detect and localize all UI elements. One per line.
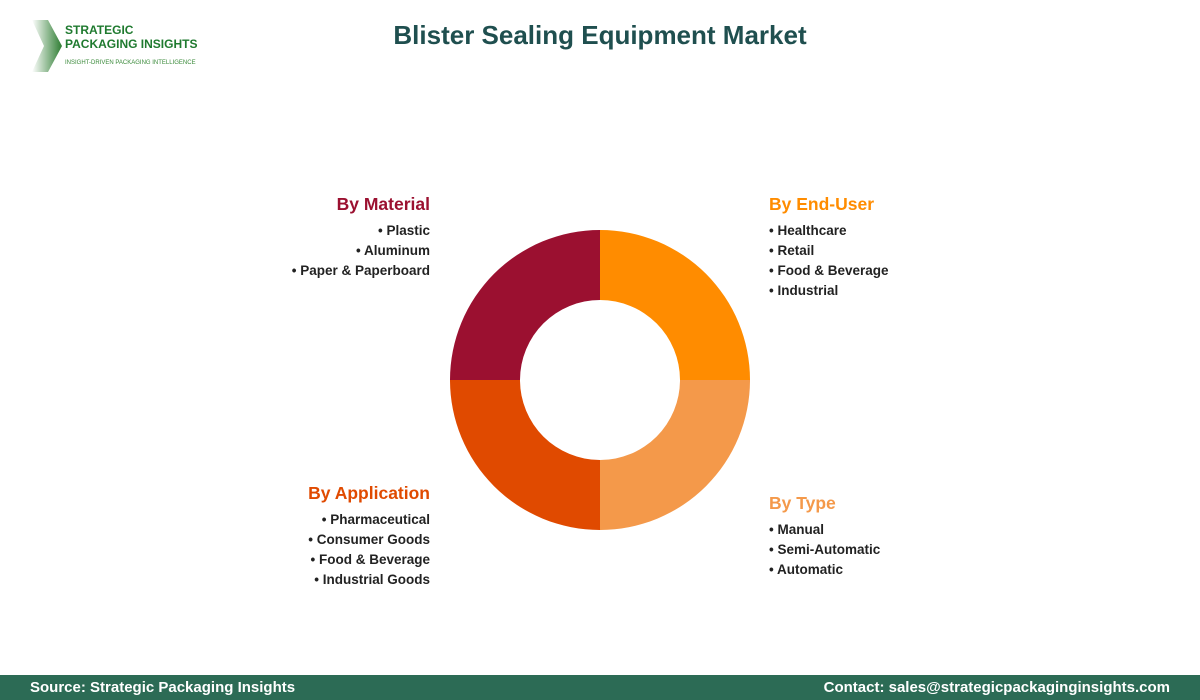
list-item: • Industrial	[769, 283, 839, 298]
list-item: • Aluminum	[356, 243, 430, 258]
list-item: • Retail	[769, 243, 815, 258]
logo-line1: STRATEGIC	[65, 23, 134, 37]
segment-title: By Application	[308, 483, 430, 503]
list-item: • Paper & Paperboard	[291, 263, 430, 278]
segment-application: By Application • Pharmaceutical • Consum…	[308, 483, 430, 590]
segment-type: By Type • Manual • Semi-Automatic • Auto…	[769, 493, 880, 580]
logo-line2: PACKAGING INSIGHTS	[65, 37, 198, 51]
list-item: • Semi-Automatic	[769, 542, 881, 557]
segment-material: By Material • Plastic • Aluminum • Paper…	[292, 194, 430, 281]
footer: Source: Strategic Packaging Insights Con…	[0, 675, 1200, 700]
list-item: • Healthcare	[769, 223, 847, 238]
segment-title: By Material	[336, 194, 430, 214]
segment-end-user: By End-User • Healthcare • Retail • Food…	[769, 194, 889, 301]
donut-segment-end-user	[600, 230, 750, 380]
logo-chevron-icon	[32, 20, 62, 72]
donut-segment-application	[450, 380, 600, 530]
donut-segment-type	[600, 380, 750, 530]
list-item: • Food & Beverage	[769, 263, 889, 278]
list-item: • Food & Beverage	[310, 552, 430, 567]
segment-title: By End-User	[769, 194, 875, 214]
list-item: • Automatic	[769, 562, 843, 577]
list-item: • Industrial Goods	[314, 572, 430, 587]
logo-text: STRATEGIC PACKAGING INSIGHTS	[65, 23, 197, 51]
footer-contact: Contact: sales@strategicpackaginginsight…	[823, 679, 1170, 696]
logo: STRATEGIC PACKAGING INSIGHTS INSIGHT-DRIV…	[32, 20, 212, 72]
logo-tagline: INSIGHT-DRIVEN PACKAGING INTELLIGENCE	[65, 60, 196, 66]
list-item: • Manual	[769, 522, 824, 537]
donut-segment-material	[450, 230, 600, 380]
page-title: Blister Sealing Equipment Market	[393, 20, 807, 50]
list-item: • Consumer Goods	[308, 532, 430, 547]
list-item: • Pharmaceutical	[321, 512, 430, 527]
footer-source: Source: Strategic Packaging Insights	[30, 679, 296, 696]
segment-title: By Type	[769, 493, 836, 513]
list-item: • Plastic	[377, 223, 430, 238]
